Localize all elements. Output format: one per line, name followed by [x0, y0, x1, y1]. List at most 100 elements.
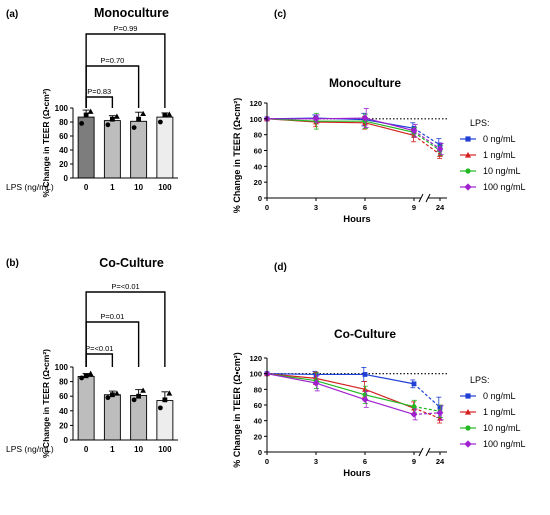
- data-point: [79, 121, 85, 126]
- bar: [77, 116, 95, 179]
- legend: LPS: 0 ng/mL 1 ng/mL 10 ng/mL 100 ng/mL: [460, 118, 526, 192]
- x-axis-label: LPS (ng/mL): [6, 182, 54, 192]
- y-tick-label: 60: [59, 132, 68, 141]
- y-tick-label: 120: [249, 354, 262, 363]
- bar: [130, 395, 148, 441]
- legend-entry: 0 ng/mL: [483, 134, 516, 144]
- series-line: [267, 117, 415, 132]
- y-tick-label: 100: [249, 370, 262, 379]
- significance-bracket: [85, 291, 166, 367]
- data-point: [157, 119, 163, 125]
- y-tick-label: 80: [59, 378, 68, 387]
- data-point: [109, 116, 115, 122]
- data-point: [79, 375, 85, 381]
- p-value-label: P=0.70: [100, 56, 124, 65]
- series-line-break: [413, 127, 441, 146]
- y-tick-label: 0: [64, 174, 69, 183]
- y-tick-label: 40: [59, 146, 68, 155]
- p-value-label: P=0.99: [114, 24, 138, 33]
- series-line-break: [413, 412, 441, 415]
- data-point: [411, 404, 417, 409]
- data-point: [362, 372, 368, 377]
- y-tick-label: 40: [254, 162, 262, 171]
- chart-title: Co-Culture: [99, 256, 164, 270]
- series-line-break: [413, 130, 441, 150]
- data-point: [411, 381, 417, 387]
- y-tick-label: 40: [59, 407, 68, 416]
- series-line: [266, 373, 415, 385]
- data-point: [166, 111, 173, 117]
- y-tick-label: 80: [254, 131, 262, 140]
- legend-entry: 10 ng/mL: [483, 166, 521, 176]
- legend-title: LPS:: [470, 375, 490, 385]
- x-tick-label: 0: [84, 445, 89, 454]
- y-tick-label: 60: [254, 401, 262, 410]
- data-point: [113, 113, 120, 119]
- x-tick-label: 24: [436, 457, 445, 466]
- data-point: [410, 411, 418, 418]
- y-axis-label: % Change in TEER (Ω•cm²): [232, 98, 242, 213]
- series-line-break: [413, 131, 441, 151]
- bar: [103, 394, 121, 441]
- y-tick-label: 20: [59, 421, 68, 430]
- x-tick-label: 3: [314, 203, 318, 212]
- x-axis-label: Hours: [343, 214, 370, 225]
- legend-entry: 0 ng/mL: [483, 391, 516, 401]
- x-axis-label: LPS (ng/mL): [6, 444, 54, 454]
- data-point: [87, 370, 94, 376]
- p-value-label: P=<0.01: [85, 344, 113, 353]
- y-tick-label: 60: [254, 147, 262, 156]
- data-point: [410, 127, 418, 135]
- bar: [103, 120, 121, 179]
- y-axis-label: % Change in TEER (Ω•cm²): [41, 88, 51, 197]
- legend-entry: 100 ng/mL: [483, 182, 526, 192]
- series-3: [263, 370, 444, 421]
- x-tick-label: 100: [158, 445, 172, 454]
- x-tick-label: 1: [110, 183, 115, 192]
- legend-marker: [464, 408, 472, 415]
- line-chart-3: Co-Culture 0 20 40 60 80 100 120 0 3 6 9 24 Hours % Ch…: [232, 327, 526, 479]
- data-point: [312, 379, 320, 387]
- data-point: [113, 390, 120, 396]
- series-line: [266, 118, 415, 133]
- y-tick-label: 0: [258, 194, 262, 203]
- significance-bracket: [85, 96, 114, 108]
- x-tick-label: 0: [84, 183, 89, 192]
- series-line: [266, 373, 415, 415]
- data-point: [109, 392, 115, 398]
- data-point: [166, 390, 173, 396]
- significance-bracket: [85, 353, 114, 367]
- data-point: [87, 108, 94, 114]
- data-point: [312, 115, 320, 123]
- bar: [156, 116, 174, 179]
- legend-entry: 1 ng/mL: [483, 150, 516, 160]
- data-point: [162, 397, 168, 403]
- chart-title: Monoculture: [94, 6, 169, 20]
- axis-break-mark: [418, 193, 424, 203]
- series-line-break: [413, 134, 441, 155]
- legend-marker: [465, 393, 471, 399]
- y-tick-label: 0: [64, 436, 69, 445]
- y-tick-label: 20: [59, 160, 68, 169]
- p-value-label: P=0.83: [87, 87, 111, 96]
- y-tick-label: 100: [55, 363, 69, 372]
- data-point: [136, 116, 142, 122]
- legend-entry: 10 ng/mL: [483, 423, 521, 433]
- data-point: [162, 112, 168, 118]
- bar: [130, 120, 148, 179]
- data-point: [131, 397, 137, 403]
- data-point: [436, 145, 444, 153]
- bar-chart-0: Monoculture 0 20 40 60 80 100 0 1 10 100 LPS (ng/mL…: [6, 6, 178, 197]
- x-tick-label: 10: [134, 183, 143, 192]
- data-point: [83, 373, 89, 379]
- x-tick-label: 24: [436, 203, 445, 212]
- axis-break-mark: [425, 447, 431, 457]
- x-tick-label: 9: [412, 203, 416, 212]
- series-line: [266, 373, 415, 409]
- chart-title: Monoculture: [329, 76, 401, 90]
- data-point: [140, 110, 147, 116]
- y-tick-label: 20: [254, 432, 262, 441]
- x-tick-label: 6: [363, 203, 367, 212]
- data-point: [105, 122, 111, 128]
